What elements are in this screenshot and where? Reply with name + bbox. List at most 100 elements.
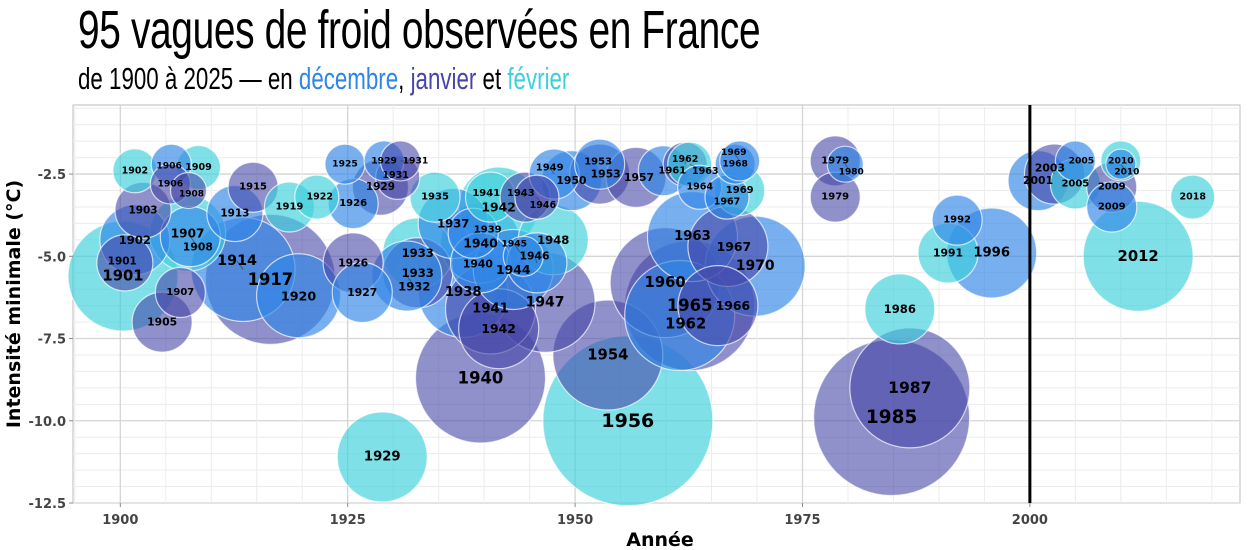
bubble-label: 1957 [624, 171, 654, 184]
x-tick-label: 2000 [1012, 513, 1048, 528]
bubble-label: 2010 [1108, 155, 1134, 166]
bubble-label: 1962 [672, 154, 698, 165]
bubble-label: 1908 [183, 240, 213, 253]
legend-january: janvier [410, 61, 477, 96]
bubble-label: 1938 [445, 285, 482, 300]
bubble-1992 [931, 194, 983, 246]
bubble-label: 1940 [458, 369, 504, 388]
bubble-label: 1960 [645, 274, 686, 291]
x-tick-label: 1900 [102, 513, 138, 528]
bubble-label: 1940 [463, 258, 493, 271]
bubble-label: 1907 [166, 287, 194, 298]
bubble-label: 1953 [591, 168, 621, 181]
bubble-label: 1991 [933, 247, 963, 260]
x-tick-label: 1950 [557, 513, 593, 528]
bubble-label: 1931 [403, 155, 429, 166]
label-leader-line [513, 243, 524, 257]
bubble-label: 1942 [481, 321, 516, 336]
y-tick-label: -10.0 [29, 415, 66, 430]
bubble-1927 [331, 261, 393, 324]
bubble-label: 1940 [463, 236, 498, 251]
bubble-label: 1931 [382, 170, 408, 181]
y-tick-label: -7.5 [38, 333, 66, 348]
x-tick-label: 1925 [330, 513, 366, 528]
label-leader-line [536, 196, 544, 206]
bubble-label: 1929 [371, 155, 397, 166]
bubble-1935 [409, 171, 461, 223]
bubble-label: 1941 [472, 301, 509, 316]
label-leader-line [473, 229, 488, 234]
bubble-label: 1929 [364, 449, 401, 464]
bubble-1907 [154, 266, 206, 319]
bubble-label: 1905 [147, 316, 177, 329]
bubble-1929 [336, 411, 428, 503]
bubble-label: 1915 [239, 182, 267, 193]
bubble-label: 1908 [179, 190, 204, 200]
bubble-label: 1992 [943, 215, 971, 226]
bubble-label: 1919 [276, 201, 304, 212]
bubble-1922 [294, 174, 340, 220]
label-leader-lines [188, 152, 1128, 325]
y-tick-label: -2.5 [38, 168, 66, 183]
bubble-label: 2003 [1035, 161, 1065, 174]
bubble-label: 1913 [220, 208, 249, 220]
label-leader-line [406, 275, 415, 287]
label-leader-line [1049, 167, 1055, 175]
bubble-label: 1968 [722, 159, 748, 170]
x-tick-label: 1975 [784, 513, 820, 528]
label-leader-line [679, 315, 687, 325]
bubble-label: 1933 [402, 266, 434, 280]
label-leader-line [733, 152, 741, 162]
bubble-2009 [1086, 181, 1138, 233]
bubble-label: 1996 [973, 246, 1010, 261]
bubble-label: 2009 [1098, 182, 1126, 193]
bubble-label: 1922 [307, 192, 333, 203]
legend-december: décembre [298, 61, 399, 96]
bubble-label: 1903 [128, 204, 157, 216]
bubble-label: 1906 [156, 160, 182, 171]
bubble-label: 1914 [217, 253, 257, 269]
bubble-label: 2012 [1118, 248, 1159, 265]
label-leader-line [520, 193, 526, 198]
label-leader-line [236, 260, 244, 270]
bubble-label: 1979 [821, 155, 849, 166]
bubble-label: 1953 [584, 157, 612, 168]
bubble-label: 1906 [158, 178, 184, 189]
bubble-label: 1933 [402, 246, 434, 260]
subtitle-prefix: de 1900 à 2025 — en [78, 61, 299, 96]
legend-february: février [507, 61, 570, 96]
y-axis-label: Intensité minimale (°C) [3, 180, 25, 428]
bubble-label: 1967 [717, 239, 752, 254]
label-leader-line [188, 190, 192, 195]
x-axis-label: Année [626, 529, 694, 550]
bubble-label: 1948 [537, 233, 569, 247]
label-leader-line [549, 167, 555, 175]
bubble-label: 1956 [601, 410, 654, 432]
bubble-label: 1901 [108, 256, 137, 268]
bubble-label: 1925 [332, 159, 358, 170]
label-leader-line [689, 163, 706, 172]
axes: 1900 1925 1950 1975 2000 -2.5 -5.0 -7.5 -10.0 -12… [29, 168, 1048, 528]
bubble-1953 [574, 138, 626, 190]
bubble-label: 1947 [526, 294, 565, 310]
bubble-label: 1964 [686, 182, 713, 193]
bubble-label: 1941 [472, 188, 500, 199]
subtitle-separator: , [398, 61, 411, 96]
bubble-label: 1917 [248, 270, 294, 289]
bubble-label: 1902 [122, 165, 148, 176]
bubble-label: 1920 [281, 288, 317, 303]
bubble-label: 1907 [171, 226, 205, 240]
chart-title: 95 vagues de froid observées en France [78, 0, 761, 60]
bubble-label: 1943 [507, 188, 535, 199]
bubble-label: 1942 [481, 199, 516, 214]
bubble-label: 1944 [496, 262, 531, 277]
bubble-label: 1963 [674, 229, 711, 244]
bubble-label: 1969 [726, 185, 754, 196]
bubble-label: 1986 [884, 302, 916, 316]
bubble-label: 1987 [888, 379, 931, 397]
bubble-label: 1967 [714, 196, 740, 207]
bubble-label: 1932 [398, 279, 430, 293]
bubble-label: 1961 [658, 165, 686, 176]
